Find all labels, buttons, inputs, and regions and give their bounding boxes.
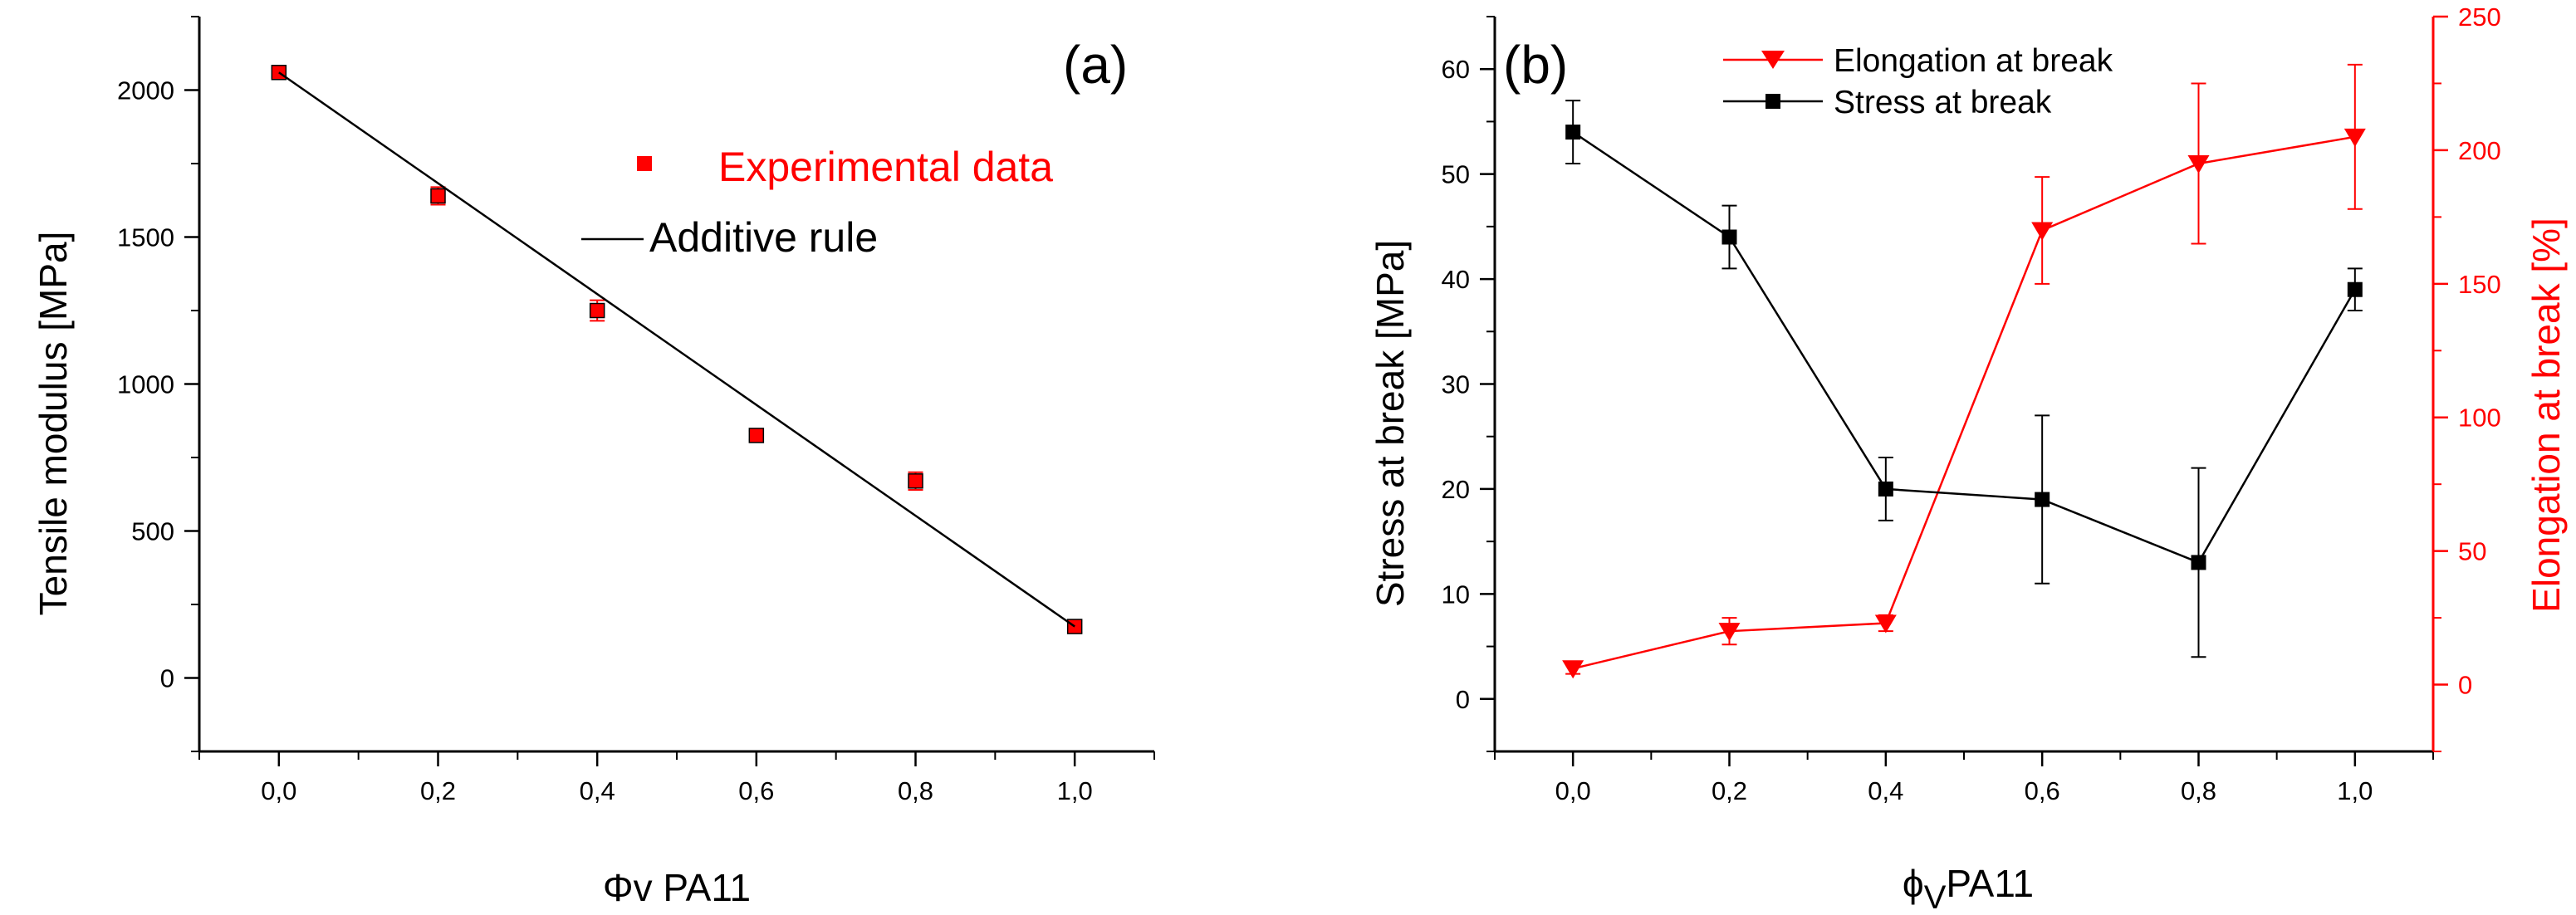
panel-b-xlabel: ϕVPA11 [1903,862,2034,915]
panel-b-x-tick-label: 0,8 [2181,776,2216,805]
legend-stress-label: Stress at break [1834,85,2052,120]
panel-a-x-tick-label: 0,2 [420,776,456,805]
panel-b-series-stress-at-break-point [2347,281,2363,297]
panel-a-xlabel-symbol: Φv [603,866,653,909]
panel-b-y2-tick-label: 150 [2458,270,2501,299]
panel-a-x-tick-label: 0,8 [898,776,933,805]
panel-b-y-tick-label: 60 [1442,55,1470,84]
panel-b-label: (b) [1503,35,1568,95]
panel-b-series-stress-at-break-point [2191,555,2206,570]
panel-a-series-experimental-data-point [430,188,446,204]
panel-b-y2label: Elongation at break [%] [2525,218,2568,613]
panel-a-tensile-modulus: 0,0 0,2 0,4 0,6 0,8 1,0 0 500 1000 1500 2000 (a) T… [32,16,1155,909]
panel-b-series-stress-at-break-point [1878,481,1893,497]
panel-a-label: (a) [1063,35,1128,95]
panel-a-ylabel: Tensile modulus [MPa] [32,232,75,616]
legend-stress-marker [1765,94,1780,109]
panel-b-marks: 0,0 0,2 0,4 0,6 0,8 1,0 0 10 20 30 40 50 60 0 50 100 150… [1442,2,2501,805]
panel-a-x-tick-label: 0,4 [580,776,615,805]
panel-b-series-elongation-at-break-point [1874,614,1897,634]
panel-a-y-tick-label: 500 [131,517,174,546]
panel-a-series-experimental-data-point [748,428,765,443]
panel-a-marks: 0,0 0,2 0,4 0,6 0,8 1,0 0 500 1000 1500 2000 [117,16,1155,805]
panel-b-xlabel-symbol: ϕ [1903,862,1924,905]
panel-b-y2-tick-label: 50 [2458,537,2486,566]
panel-a-series-experimental-data-point [908,473,923,489]
panel-a-xlabel: Φv PA11 [603,866,751,909]
panel-b-xlabel-sub: V [1924,879,1947,915]
panel-b-break-properties: 0,0 0,2 0,4 0,6 0,8 1,0 0 10 20 30 40 50 60 0 50 100 150… [1369,2,2568,915]
panel-b-y-tick-label: 0 [1456,685,1470,714]
panel-a-x-tick-label: 1,0 [1057,776,1093,805]
panel-a-x-tick-label: 0,6 [738,776,774,805]
panel-b-y2-tick-label: 200 [2458,136,2501,165]
legend-experimental-marker [637,156,652,171]
panel-a-x-tick-label: 0,0 [261,776,296,805]
panel-b-xlabel-rest: PA11 [1946,862,2034,905]
panel-b-series-stress-at-break-point [1565,125,1581,140]
panel-b-y-tick-label: 20 [1442,475,1470,504]
panel-a-y-tick-label: 2000 [117,76,174,105]
panel-b-series-stress-at-break-point [1721,229,1737,245]
legend-elongation-marker [1761,51,1785,69]
panel-a-series-additive-rule-line [278,71,1075,628]
panel-b-x-tick-label: 0,4 [1868,776,1903,805]
panel-b-series-stress-at-break-line [1572,131,2356,564]
panel-b-y-tick-label: 40 [1442,265,1470,294]
panel-b-series-stress-at-break-point [2035,492,2050,507]
panel-b-y-tick-label: 10 [1442,580,1470,609]
panel-b-series-elongation-at-break-point [2031,222,2054,241]
panel-a-xlabel-rest: PA11 [653,866,751,909]
panel-b-y2-tick-label: 0 [2458,671,2472,700]
panel-b-y2-tick-label: 250 [2458,2,2501,32]
panel-a-y-tick-label: 1000 [117,370,174,399]
legend-elongation-label: Elongation at break [1834,43,2113,79]
panel-b-ylabel: Stress at break [MPa] [1369,240,1412,607]
panel-b-series-elongation-at-break-point [2187,155,2210,174]
panel-b-x-tick-label: 1,0 [2337,776,2373,805]
panel-a-series-experimental-data-point [589,302,605,319]
panel-b-series-elongation-at-break-point [1562,660,1584,679]
panel-b-series-elongation-at-break-point [1718,623,1741,642]
panel-b-y2-tick-label: 100 [2458,404,2501,433]
legend-experimental-label: Experimental data [718,144,1053,190]
panel-b-x-tick-label: 0,2 [1712,776,1747,805]
panel-b-y-tick-label: 50 [1442,160,1470,189]
panel-b-x-tick-label: 0,6 [2025,776,2060,805]
panel-a-y-tick-label: 0 [160,664,174,693]
panel-b-series-elongation-at-break-line [1572,135,2356,670]
panel-b-y-tick-label: 30 [1442,370,1470,399]
panel-a-y-tick-label: 1500 [117,223,174,252]
panel-b-x-tick-label: 0,0 [1555,776,1591,805]
panel-b-series-elongation-at-break-point [2343,128,2366,147]
legend-additive-label: Additive rule [649,214,878,261]
